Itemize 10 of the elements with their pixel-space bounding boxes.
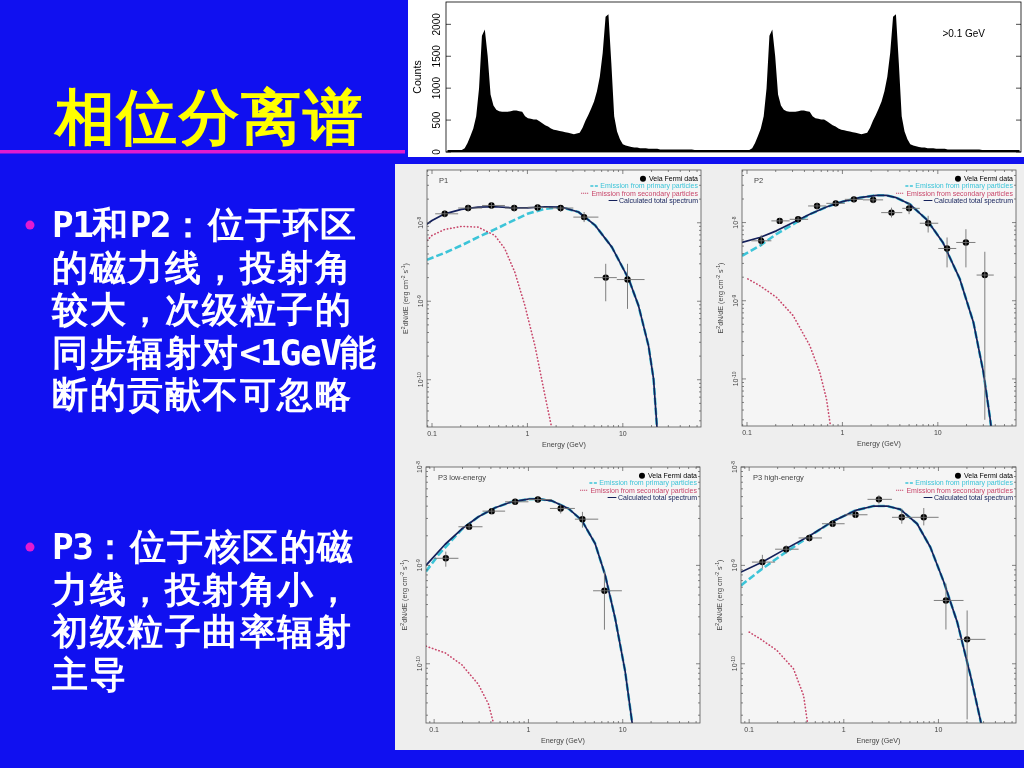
y-tick-label: 1000: [431, 76, 442, 100]
text: 相位分离谱: [53, 82, 365, 152]
y-tick-label: 1500: [431, 44, 442, 68]
y-tick-label: 2000: [431, 12, 442, 36]
y-tick-label: 0: [431, 148, 442, 155]
annotation: >0.1 GeV: [942, 28, 986, 39]
y-tick-label: 500: [431, 111, 442, 129]
text: P3：位于核区的磁力线，投射角小，初级粒子曲率辐射主导: [51, 526, 355, 695]
y-axis-title: Counts: [411, 60, 423, 94]
text: P1和P2：位于环区的磁力线，投射角较大，次级粒子的同步辐射对<1GeV能断的贡献不可忽略: [52, 204, 378, 415]
